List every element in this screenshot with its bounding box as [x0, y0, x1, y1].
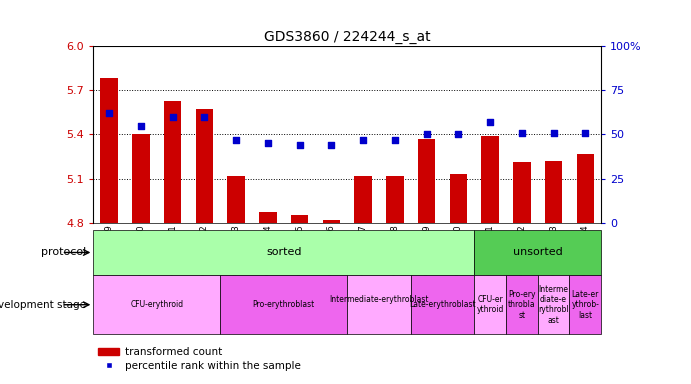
Bar	[513, 162, 531, 223]
Point	[357, 137, 368, 143]
Bar	[410, 275, 474, 334]
Bar	[576, 154, 594, 223]
Text: Intermediate-erythroblast: Intermediate-erythroblast	[329, 295, 428, 314]
Point	[548, 129, 559, 136]
Text: protocol: protocol	[41, 247, 86, 258]
Point	[580, 129, 591, 136]
Point	[263, 140, 274, 146]
Bar	[100, 78, 118, 223]
Text: sorted: sorted	[266, 247, 301, 258]
Text: development stage: development stage	[0, 300, 86, 310]
Bar	[450, 174, 467, 223]
Bar	[291, 215, 308, 223]
Point	[135, 122, 146, 129]
Bar	[227, 175, 245, 223]
Bar	[482, 136, 499, 223]
Bar	[538, 275, 569, 334]
Bar	[93, 230, 474, 275]
Bar	[474, 275, 506, 334]
Bar	[196, 109, 213, 223]
Text: Late-erythroblast: Late-erythroblast	[409, 300, 476, 309]
Point	[421, 131, 432, 137]
Bar	[418, 139, 435, 223]
Legend: transformed count, percentile rank within the sample: transformed count, percentile rank withi…	[99, 348, 301, 371]
Bar	[347, 275, 410, 334]
Bar	[259, 212, 276, 223]
Point	[104, 110, 115, 116]
Title: GDS3860 / 224244_s_at: GDS3860 / 224244_s_at	[264, 30, 430, 44]
Bar	[323, 220, 340, 223]
Text: CFU-erythroid: CFU-erythroid	[130, 300, 183, 309]
Text: Pro-erythroblast: Pro-erythroblast	[253, 300, 315, 309]
Bar	[164, 101, 181, 223]
Point	[231, 137, 242, 143]
Text: Interme
diate-e
rythrobl
ast: Interme diate-e rythrobl ast	[538, 285, 569, 325]
Point	[199, 114, 210, 120]
Point	[294, 142, 305, 148]
Text: Pro-ery
throbla
st: Pro-ery throbla st	[508, 290, 536, 319]
Point	[453, 131, 464, 137]
Point	[516, 129, 527, 136]
Text: Late-er
ythrob-
last: Late-er ythrob- last	[571, 290, 599, 319]
Bar	[386, 175, 404, 223]
Point	[326, 142, 337, 148]
Bar	[354, 175, 372, 223]
Bar	[93, 275, 220, 334]
Bar	[506, 275, 538, 334]
Point	[389, 137, 400, 143]
Bar	[569, 275, 601, 334]
Bar	[220, 275, 347, 334]
Point	[484, 119, 495, 125]
Text: unsorted: unsorted	[513, 247, 562, 258]
Bar	[474, 230, 601, 275]
Bar	[132, 134, 150, 223]
Bar	[545, 161, 562, 223]
Point	[167, 114, 178, 120]
Text: CFU-er
ythroid: CFU-er ythroid	[476, 295, 504, 314]
